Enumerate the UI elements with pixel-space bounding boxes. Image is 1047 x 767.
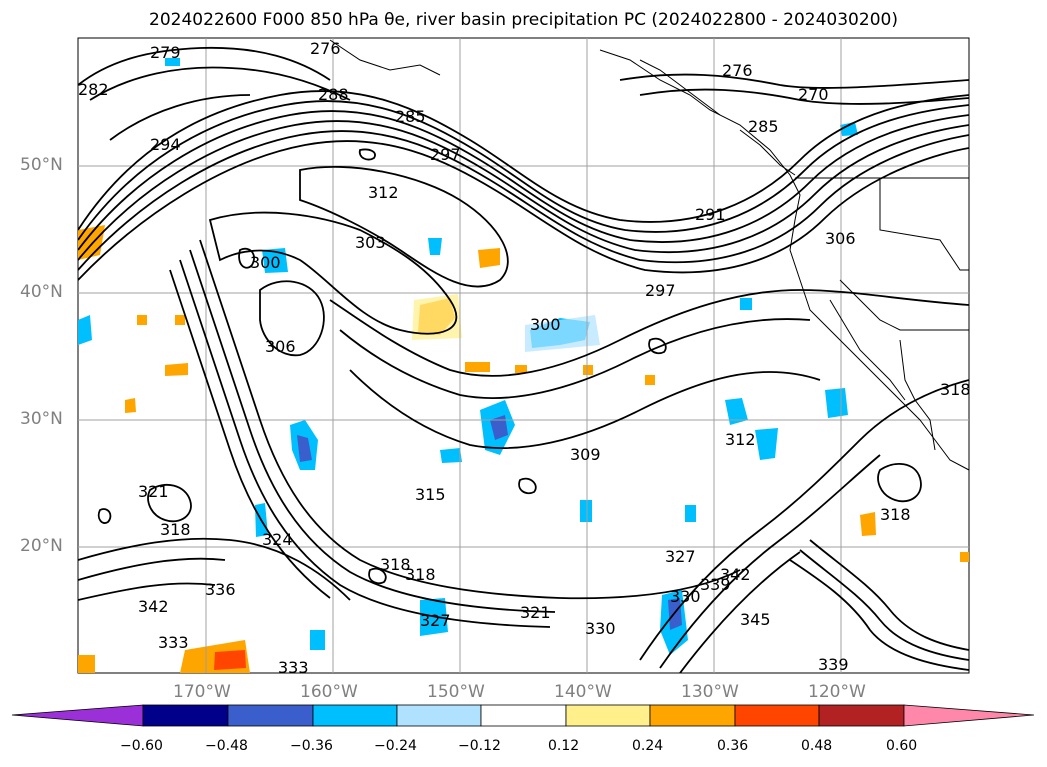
contour-label: 291 bbox=[695, 205, 726, 224]
colorbar-tick-label: −0.48 bbox=[205, 738, 248, 754]
contour-label: 333 bbox=[278, 658, 309, 677]
contour-label: 330 bbox=[670, 587, 701, 606]
theta-e-contours bbox=[78, 46, 969, 673]
contour-label: 300 bbox=[530, 315, 561, 334]
lat-label: 20°N bbox=[20, 536, 63, 556]
lon-label: 120°W bbox=[808, 682, 866, 702]
contour-label: 339 bbox=[700, 575, 731, 594]
contour-label: 297 bbox=[645, 281, 676, 300]
colorbar-bin bbox=[565, 704, 651, 727]
contour-label: 282 bbox=[78, 80, 109, 99]
contour-label: 306 bbox=[265, 337, 296, 356]
colorbar-bin bbox=[818, 704, 905, 727]
contour-label: 303 bbox=[355, 233, 386, 252]
contour-label: 315 bbox=[415, 485, 446, 504]
contour-label: 297 bbox=[430, 145, 461, 164]
colorbar-tick-label: −0.12 bbox=[458, 738, 501, 754]
colorbar-bin bbox=[142, 704, 229, 727]
contour-label: 300 bbox=[250, 253, 281, 272]
contour-label: 327 bbox=[665, 547, 696, 566]
lon-label: 150°W bbox=[427, 682, 485, 702]
contour-label: 288 bbox=[318, 85, 349, 104]
contour-label: 330 bbox=[585, 619, 616, 638]
contour-label: 312 bbox=[368, 183, 399, 202]
contour-label: 306 bbox=[825, 229, 856, 248]
contour-label: 285 bbox=[748, 117, 779, 136]
colorbar-bin bbox=[734, 704, 820, 727]
colorbar-tick-label: −0.60 bbox=[120, 738, 163, 754]
contour-label: 321 bbox=[138, 482, 169, 501]
contour-label: 342 bbox=[720, 565, 751, 584]
colorbar-extend-high bbox=[903, 704, 1035, 727]
contour-label: 270 bbox=[798, 85, 829, 104]
lat-label: 40°N bbox=[20, 282, 63, 302]
colorbar-tick-label: 0.48 bbox=[801, 738, 833, 754]
contour-label: 318 bbox=[160, 520, 191, 539]
colorbar bbox=[11, 704, 1035, 727]
contour-label: 279 bbox=[150, 43, 181, 62]
contour-label: 321 bbox=[520, 603, 551, 622]
contour-label: 285 bbox=[395, 107, 426, 126]
lon-label: 160°W bbox=[300, 682, 358, 702]
lon-label: 130°W bbox=[681, 682, 739, 702]
colorbar-tick-label: −0.36 bbox=[290, 738, 333, 754]
contour-label: 345 bbox=[740, 610, 771, 629]
contour-label: 318 bbox=[880, 505, 911, 524]
colorbar-tick-label: 0.60 bbox=[886, 738, 918, 754]
colorbar-bin bbox=[227, 704, 314, 727]
lon-label: 170°W bbox=[173, 682, 231, 702]
lon-label: 140°W bbox=[554, 682, 612, 702]
colorbar-bin bbox=[396, 704, 482, 727]
contour-label: 333 bbox=[158, 633, 189, 652]
lat-label: 50°N bbox=[20, 155, 63, 175]
contour-label: 312 bbox=[725, 430, 756, 449]
colorbar-bin bbox=[480, 704, 567, 727]
colorbar-tick-label: 0.24 bbox=[632, 738, 664, 754]
colorbar-extend-low bbox=[11, 704, 144, 727]
contour-label: 294 bbox=[150, 135, 181, 154]
contour-label: 318 bbox=[380, 555, 411, 574]
colorbar-tick-label: 0.36 bbox=[717, 738, 749, 754]
contour-label: 318 bbox=[405, 565, 436, 584]
map-content: 279 276 282 288 285 294 297 276 270 285 … bbox=[78, 38, 971, 677]
colorbar-tick-label: 0.12 bbox=[548, 738, 580, 754]
colorbar-bin bbox=[312, 704, 398, 727]
contour-label: 327 bbox=[420, 611, 451, 630]
contour-label: 342 bbox=[138, 597, 169, 616]
contour-label: 336 bbox=[205, 580, 236, 599]
contour-label: 318 bbox=[940, 380, 971, 399]
contour-label: 324 bbox=[262, 530, 293, 549]
contour-label: 309 bbox=[570, 445, 601, 464]
lat-label: 30°N bbox=[20, 409, 63, 429]
colorbar-tick-label: −0.24 bbox=[374, 738, 417, 754]
contour-labels: 279 276 282 288 285 294 297 276 270 285 … bbox=[78, 39, 971, 677]
contour-label: 339 bbox=[818, 655, 849, 674]
contour-label: 276 bbox=[310, 39, 341, 58]
colorbar-bin bbox=[649, 704, 736, 727]
map-title: 2024022600 F000 850 hPa θe, river basin … bbox=[149, 10, 898, 30]
contour-label: 276 bbox=[722, 61, 753, 80]
